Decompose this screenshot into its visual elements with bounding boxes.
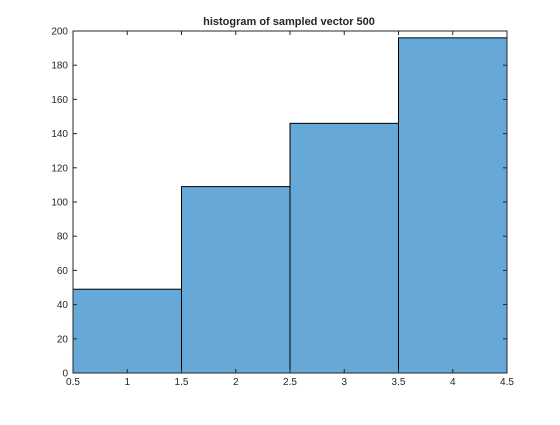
x-tick-label: 3 <box>341 377 347 388</box>
x-axis: 0.5 1 1.5 2 2.5 3 3.5 4 4.5 <box>66 31 514 388</box>
x-tick-label: 2.5 <box>283 377 297 388</box>
y-tick-label: 0 <box>62 369 68 380</box>
y-tick-label: 40 <box>57 300 69 311</box>
y-tick-label: 200 <box>51 27 68 38</box>
histogram-bar-4 <box>398 37 508 374</box>
x-tick-label: 1.5 <box>175 377 189 388</box>
chart-title: histogram of sampled vector 500 <box>203 16 375 28</box>
histogram-bar-2 <box>181 186 291 374</box>
histogram-bar-1 <box>72 288 182 374</box>
y-tick-label: 160 <box>51 95 68 106</box>
x-tick-label: 1 <box>124 377 130 388</box>
y-tick-label: 120 <box>51 163 68 174</box>
x-tick-label: 3.5 <box>392 377 406 388</box>
y-axis: 0 20 40 60 80 100 120 140 160 180 200 <box>51 27 507 380</box>
y-tick-label: 140 <box>51 129 68 140</box>
histogram-bar-3 <box>289 122 399 374</box>
y-tick-label: 180 <box>51 61 68 72</box>
x-tick-label: 0.5 <box>66 377 80 388</box>
y-tick-label: 100 <box>51 198 68 209</box>
x-tick-label: 4 <box>450 377 456 388</box>
y-tick-label: 20 <box>57 334 69 345</box>
x-tick-label: 2 <box>233 377 239 388</box>
y-tick-label: 60 <box>57 266 69 277</box>
y-tick-label: 80 <box>57 232 69 243</box>
x-tick-label: 4.5 <box>500 377 514 388</box>
bars-group <box>72 37 508 374</box>
